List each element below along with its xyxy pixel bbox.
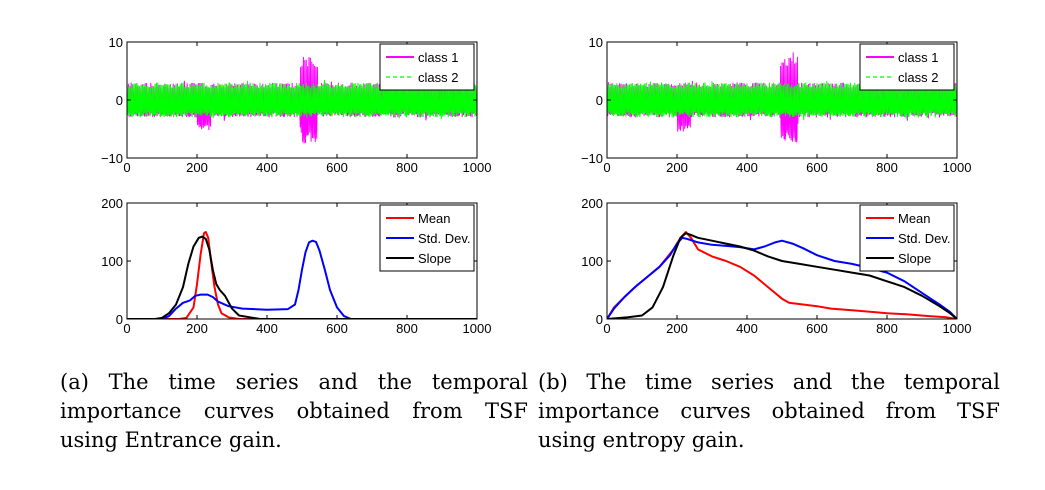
plot-area <box>127 231 477 319</box>
legend-label: Mean <box>418 211 451 226</box>
x-tick-label: 200 <box>666 160 688 175</box>
x-tick-label: 200 <box>666 321 688 336</box>
x-tick-label: 0 <box>603 321 610 336</box>
y-tick-label: 10 <box>109 35 123 50</box>
legend-label: class 1 <box>898 50 938 65</box>
series-mean <box>127 231 477 319</box>
x-tick-label: 1000 <box>943 160 972 175</box>
series-slope <box>607 232 957 319</box>
x-tick-label: 0 <box>123 321 130 336</box>
x-tick-label: 600 <box>326 321 348 336</box>
x-tick-label: 800 <box>876 160 898 175</box>
y-tick-label: 0 <box>596 312 603 327</box>
x-tick-label: 600 <box>806 321 828 336</box>
y-tick-label: 0 <box>596 93 603 108</box>
x-tick-label: 1000 <box>943 321 972 336</box>
legend-label: class 2 <box>418 70 458 85</box>
caption-a: (a) The time series and the temporal imp… <box>60 370 528 452</box>
plot-area <box>607 52 957 143</box>
x-tick-label: 200 <box>186 160 208 175</box>
legend-label: Slope <box>418 251 451 266</box>
legend-label: Std. Dev. <box>418 231 471 246</box>
x-tick-label: 1000 <box>463 321 492 336</box>
legend-label: class 2 <box>898 70 938 85</box>
chart-a-bottom: 0 200 400 600 800 1000 0 100 200 Mean Std. Dev. Slo… <box>101 196 491 336</box>
y-tick-label: 10 <box>589 35 603 50</box>
plot-area <box>127 56 477 144</box>
x-tick-label: 800 <box>396 321 418 336</box>
y-tick-label: 200 <box>101 196 123 211</box>
legend-box <box>379 43 475 91</box>
legend-label: Slope <box>898 251 931 266</box>
y-tick-label: 100 <box>101 254 123 269</box>
x-tick-label: 400 <box>256 321 278 336</box>
legend-label: Mean <box>898 211 931 226</box>
y-tick-label: 0 <box>116 93 123 108</box>
y-tick-label: 100 <box>581 254 603 269</box>
legend: class 1 class 2 <box>379 43 475 91</box>
x-tick-label: 400 <box>256 160 278 175</box>
legend-label: class 1 <box>418 50 458 65</box>
x-tick-label: 600 <box>326 160 348 175</box>
caption-b: (b) The time series and the temporal imp… <box>538 370 1000 452</box>
series-class-2 <box>607 80 957 121</box>
x-tick-label: 400 <box>736 160 758 175</box>
legend-label: Std. Dev. <box>898 231 951 246</box>
chart-b-bottom: 0 200 400 600 800 1000 0 100 200 Mean Std. Dev. Slo… <box>581 196 971 336</box>
series-std-dev- <box>127 239 477 319</box>
x-tick-label: 0 <box>123 160 130 175</box>
series-std-dev- <box>607 236 957 319</box>
x-tick-label: 800 <box>396 160 418 175</box>
x-tick-label: 1000 <box>463 160 492 175</box>
x-tick-label: 600 <box>806 160 828 175</box>
y-tick-label: 0 <box>116 312 123 327</box>
y-tick-label: −10 <box>581 151 603 166</box>
x-tick-label: 400 <box>736 321 758 336</box>
x-tick-label: 200 <box>186 321 208 336</box>
legend: class 1 class 2 <box>859 43 955 91</box>
series-class-2 <box>127 79 477 119</box>
x-tick-label: 800 <box>876 321 898 336</box>
y-tick-label: 200 <box>581 196 603 211</box>
legend: Mean Std. Dev. Slope <box>859 204 955 272</box>
y-tick-label: −10 <box>101 151 123 166</box>
x-tick-label: 0 <box>603 160 610 175</box>
legend-box <box>859 43 955 91</box>
series-slope <box>127 235 477 319</box>
legend: Mean Std. Dev. Slope <box>379 204 475 272</box>
plot-area <box>607 231 957 319</box>
